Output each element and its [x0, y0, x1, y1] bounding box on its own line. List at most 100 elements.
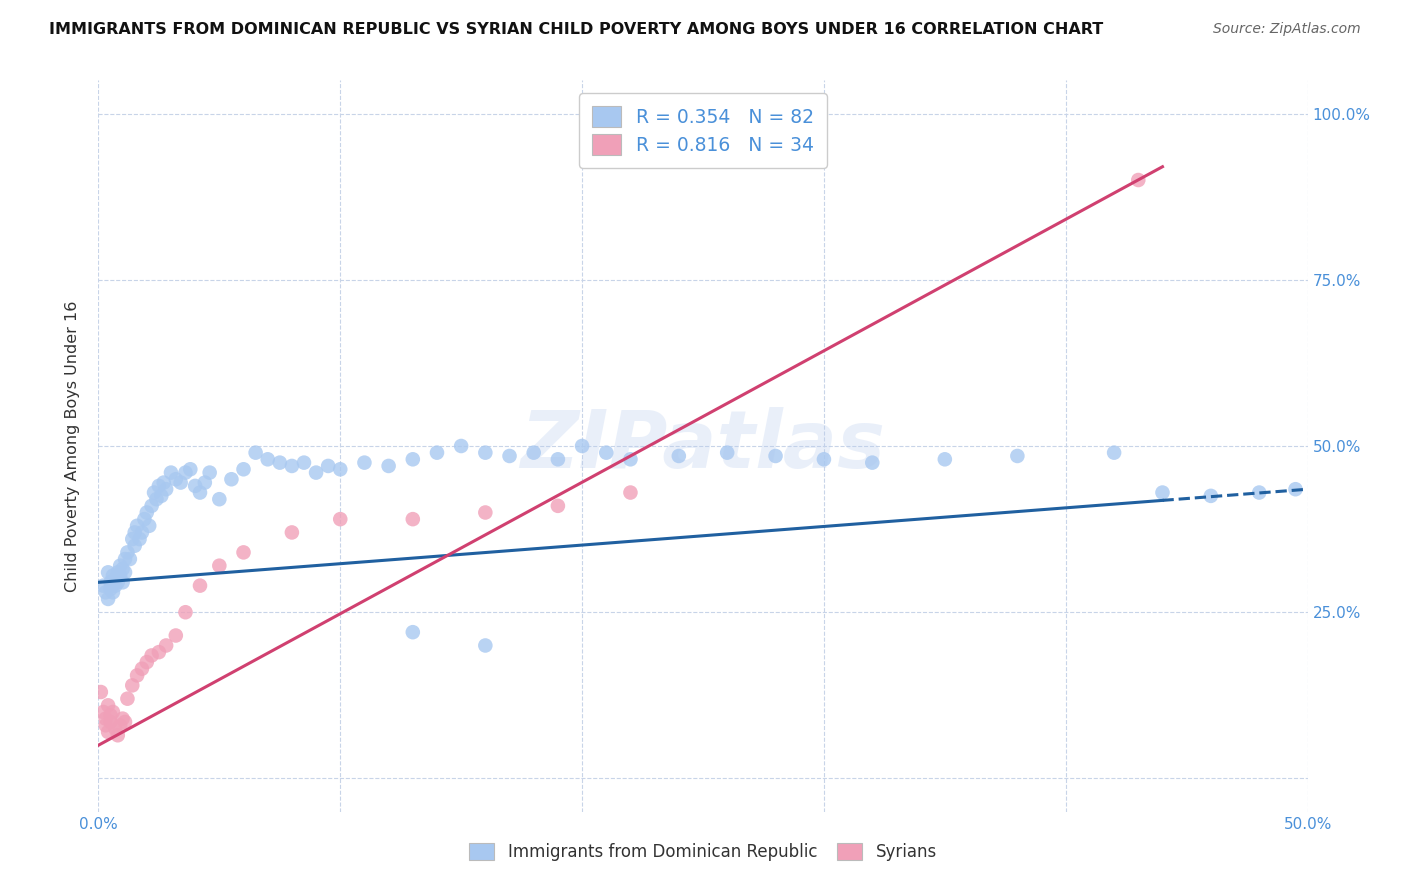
Point — [316, 458, 339, 473]
Point — [450, 439, 472, 453]
Point — [150, 489, 173, 503]
Point — [329, 512, 352, 526]
Point — [245, 445, 267, 459]
Point — [104, 579, 127, 593]
Point — [1249, 485, 1271, 500]
Point — [329, 462, 352, 476]
Point — [111, 562, 134, 576]
Point — [595, 445, 617, 459]
Point — [523, 445, 546, 459]
Point — [114, 714, 136, 729]
Point — [619, 452, 641, 467]
Point — [134, 512, 156, 526]
Point — [1102, 445, 1125, 459]
Point — [305, 466, 328, 480]
Point — [121, 532, 143, 546]
Text: IMMIGRANTS FROM DOMINICAN REPUBLIC VS SYRIAN CHILD POVERTY AMONG BOYS UNDER 16 C: IMMIGRANTS FROM DOMINICAN REPUBLIC VS SY… — [49, 22, 1104, 37]
Point — [474, 445, 496, 459]
Point — [100, 575, 122, 590]
Point — [353, 456, 375, 470]
Point — [100, 708, 122, 723]
Point — [141, 499, 163, 513]
Point — [107, 728, 129, 742]
Point — [155, 482, 177, 496]
Point — [208, 558, 231, 573]
Point — [127, 668, 149, 682]
Point — [184, 479, 207, 493]
Legend: Immigrants from Dominican Republic, Syrians: Immigrants from Dominican Republic, Syri… — [463, 836, 943, 868]
Point — [292, 456, 315, 470]
Point — [124, 539, 146, 553]
Point — [174, 605, 197, 619]
Point — [1284, 482, 1306, 496]
Point — [100, 714, 122, 729]
Point — [281, 458, 304, 473]
Point — [402, 452, 425, 467]
Point — [194, 475, 217, 490]
Point — [474, 639, 496, 653]
Point — [94, 712, 117, 726]
Point — [117, 545, 139, 559]
Point — [1007, 449, 1029, 463]
Point — [165, 472, 187, 486]
Point — [101, 585, 124, 599]
Point — [198, 466, 221, 480]
Y-axis label: Child Poverty Among Boys Under 16: Child Poverty Among Boys Under 16 — [65, 301, 80, 591]
Text: ZIPatlas: ZIPatlas — [520, 407, 886, 485]
Point — [402, 625, 425, 640]
Point — [426, 445, 449, 459]
Point — [232, 462, 254, 476]
Point — [152, 475, 174, 490]
Point — [91, 579, 114, 593]
Point — [377, 458, 399, 473]
Point — [135, 506, 157, 520]
Point — [128, 532, 150, 546]
Point — [94, 585, 117, 599]
Point — [104, 722, 127, 736]
Point — [94, 718, 117, 732]
Point — [97, 591, 120, 606]
Point — [145, 492, 167, 507]
Text: Source: ZipAtlas.com: Source: ZipAtlas.com — [1213, 22, 1361, 37]
Point — [97, 725, 120, 739]
Point — [90, 685, 112, 699]
Point — [104, 572, 127, 586]
Point — [131, 662, 153, 676]
Point — [860, 456, 883, 470]
Point — [547, 499, 569, 513]
Point — [668, 449, 690, 463]
Point — [108, 558, 131, 573]
Point — [97, 698, 120, 713]
Point — [118, 552, 141, 566]
Point — [813, 452, 835, 467]
Point — [174, 466, 197, 480]
Point — [165, 628, 187, 642]
Point — [121, 678, 143, 692]
Point — [124, 525, 146, 540]
Point — [160, 466, 183, 480]
Point — [765, 449, 787, 463]
Point — [498, 449, 520, 463]
Point — [107, 575, 129, 590]
Point — [188, 579, 211, 593]
Point — [402, 512, 425, 526]
Point — [143, 485, 166, 500]
Point — [131, 525, 153, 540]
Point — [1199, 489, 1222, 503]
Point — [108, 718, 131, 732]
Point — [1128, 173, 1150, 187]
Point — [107, 566, 129, 580]
Point — [135, 655, 157, 669]
Point — [117, 691, 139, 706]
Point — [1152, 485, 1174, 500]
Point — [232, 545, 254, 559]
Point — [716, 445, 738, 459]
Point — [188, 485, 211, 500]
Point — [619, 485, 641, 500]
Point — [101, 568, 124, 582]
Point — [100, 582, 122, 596]
Point — [101, 705, 124, 719]
Point — [208, 492, 231, 507]
Legend: R = 0.354   N = 82, R = 0.816   N = 34: R = 0.354 N = 82, R = 0.816 N = 34 — [579, 94, 827, 168]
Point — [148, 645, 170, 659]
